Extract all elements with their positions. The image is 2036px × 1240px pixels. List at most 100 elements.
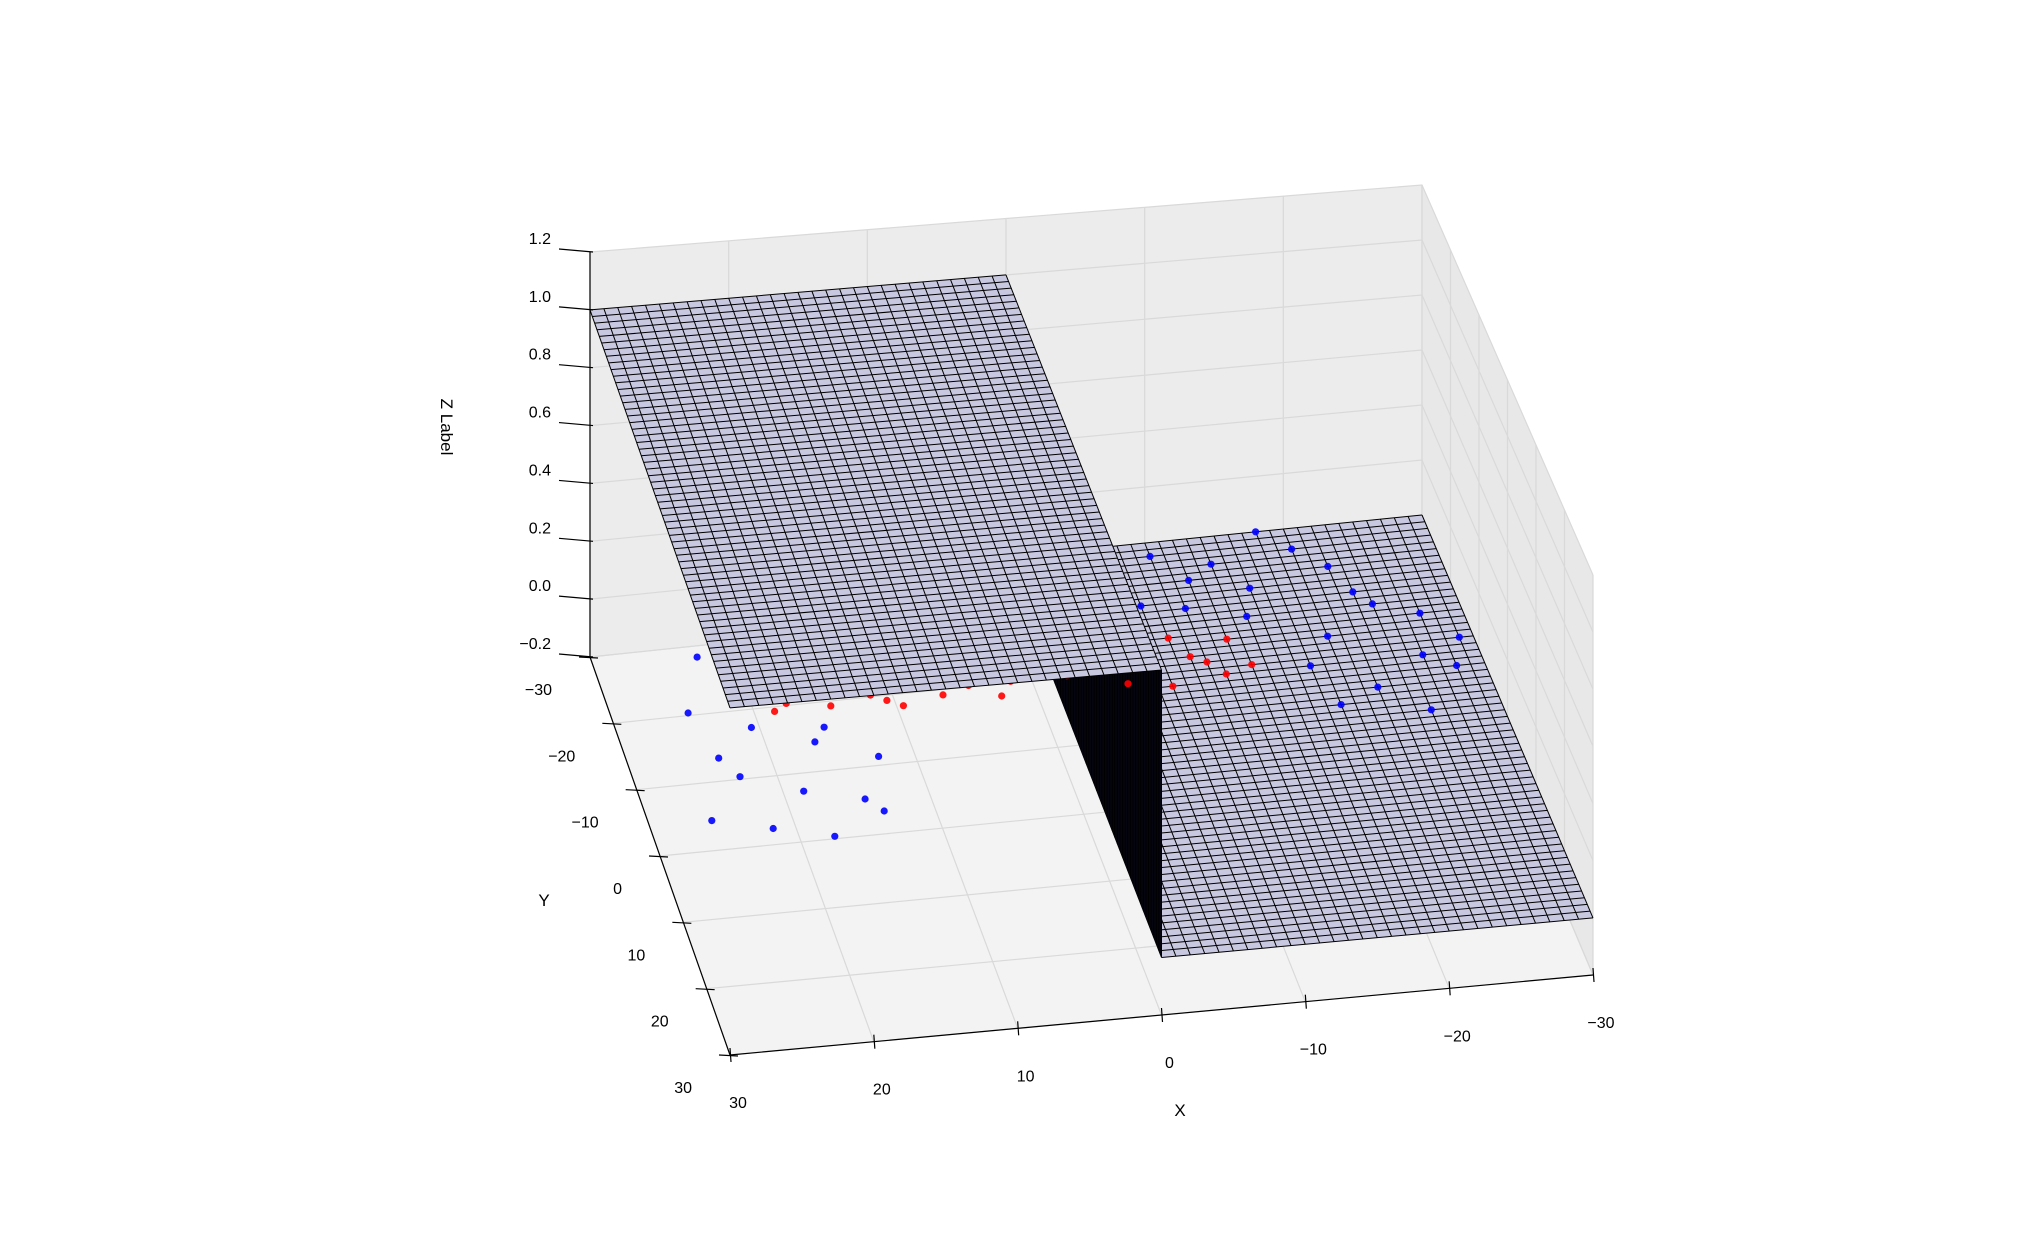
surface-high-patch-mesh-line <box>694 570 1123 609</box>
surface-high-patch-mesh-line <box>624 373 1045 410</box>
surface-high-patch-mesh-line <box>729 669 1162 709</box>
surface-high-patch-mesh-line <box>685 544 1113 583</box>
scatter-point-series-1 <box>875 752 883 761</box>
surface-high-patch-mesh-line <box>690 557 1118 596</box>
surface-high-patch-mesh-line <box>629 386 1051 424</box>
surface-high-patch-mesh-line <box>622 366 1043 404</box>
surface-low-patch-mesh-line <box>1125 823 1554 865</box>
x-tick <box>1304 994 1307 1009</box>
x-tick <box>1017 1021 1020 1036</box>
z-tick-label: 0.2 <box>529 520 551 537</box>
surface-low-patch-mesh-line <box>1145 877 1576 918</box>
x-tick-label: −30 <box>1587 1015 1614 1032</box>
scatter-point-series-0 <box>1186 653 1194 661</box>
y-tick <box>718 1054 739 1057</box>
surface-high-patch-mesh-line <box>599 300 1017 337</box>
scatter-point-series-0 <box>1248 661 1256 669</box>
scatter-point-series-0 <box>1164 634 1172 642</box>
surface-high-patch-mesh-line <box>650 445 1074 483</box>
scatter-point-series-1 <box>1374 683 1382 691</box>
y-tick-label: 30 <box>674 1080 692 1097</box>
surface-high-patch-mesh-line <box>652 452 1077 490</box>
scatter-point-series-1 <box>1243 612 1251 621</box>
surface-high-patch-mesh-line <box>687 551 1115 589</box>
y-tick <box>578 656 599 659</box>
z-tick <box>558 421 594 427</box>
surface-high-patch-mesh-line <box>706 603 1136 642</box>
surface-high-patch-mesh-line <box>725 656 1157 696</box>
surface-low-patch-mesh-line <box>1140 863 1571 905</box>
x-tick <box>729 1047 732 1063</box>
y-axis-title: Y <box>538 891 549 910</box>
surface-high-patch-mesh-line <box>641 419 1064 457</box>
surface-high-patch-mesh-line <box>727 662 1159 702</box>
surface-high-patch-mesh-line <box>636 406 1058 443</box>
surface-high-patch-mesh-line <box>634 399 1056 437</box>
grid-line-z <box>589 184 1594 576</box>
tick-marks <box>558 248 1595 1063</box>
surface-high-patch-mesh-line <box>708 610 1139 649</box>
x-axis-title: X <box>1174 1101 1185 1120</box>
surface-high-patch-mesh-line <box>615 346 1035 384</box>
surface-high-patch-mesh-line <box>711 616 1141 656</box>
z-tick <box>558 537 594 542</box>
scatter-point-series-0 <box>998 692 1006 700</box>
z-tick <box>558 364 594 369</box>
scatter-point-series-1 <box>708 817 716 825</box>
surface-high-patch-mesh-line <box>594 287 1012 324</box>
surface-low-patch-mesh-line <box>1130 836 1559 878</box>
surface-low-patch-mesh-line <box>1161 917 1594 958</box>
scatter-point-series-0 <box>1222 670 1230 678</box>
scatter-point-series-1 <box>1368 600 1376 608</box>
y-tick-label: −30 <box>525 682 552 699</box>
surface-high-patch-mesh-line <box>671 504 1097 543</box>
surface-low-patch-mesh-line <box>1143 870 1574 912</box>
surface-high-patch-mesh-line <box>610 333 1030 371</box>
scatter-point-series-1 <box>880 807 888 815</box>
surface-high-patch-mesh-line <box>678 524 1105 563</box>
scatter-point-series-0 <box>771 707 779 716</box>
surface-high-patch-mesh-line <box>713 623 1144 662</box>
scatter-point-series-1 <box>1288 545 1296 553</box>
surface-low-patch-mesh-line <box>1099 756 1525 798</box>
scatter-point-series-1 <box>1324 632 1332 640</box>
surface-low-patch-mesh-line <box>1135 850 1565 892</box>
surface-high-patch-mesh-line <box>627 379 1048 417</box>
surface-high-patch-mesh-line <box>680 531 1108 570</box>
scatter-point-series-1 <box>769 824 777 833</box>
y-tick-label: 0 <box>613 881 622 898</box>
surface-high-patch-mesh-line <box>715 630 1147 669</box>
scatter-point-series-1 <box>1427 706 1435 714</box>
x-tick-label: −20 <box>1444 1028 1471 1045</box>
surface-low-patch-mesh-line <box>1119 809 1548 852</box>
scatter-point-series-1 <box>1455 633 1463 641</box>
z-tick <box>558 653 594 658</box>
z-tick-labels: 1.2 1.0 0.8 0.6 0.4 0.2 0.0 −0.2 <box>519 231 551 653</box>
y-tick <box>648 855 669 858</box>
y-tick <box>625 789 645 792</box>
y-tick-labels: −30 −20 −10 0 10 20 30 <box>525 682 692 1097</box>
scatter-point-series-1 <box>1185 576 1193 585</box>
surface-high-patch-mesh-line <box>701 590 1131 629</box>
surface-high-patch-mesh-line <box>643 425 1066 463</box>
z-tick-label: 0.4 <box>529 462 551 479</box>
surface-low-patch-mesh-line <box>1114 796 1542 838</box>
z-tick <box>558 595 594 600</box>
surface-high-patch-mesh-line <box>601 307 1020 344</box>
y-tick-label: 20 <box>651 1014 669 1031</box>
surface-high-patch-mesh-line <box>606 320 1025 357</box>
scatter-point-series-1 <box>693 653 701 661</box>
z-tick <box>558 306 594 311</box>
z-tick-label: −0.2 <box>519 636 551 653</box>
z-tick-label: 1.2 <box>529 231 551 248</box>
surface-high-patch-mesh-line <box>613 340 1032 377</box>
scatter-point-series-0 <box>1223 635 1231 643</box>
surface-high-patch-mesh-line <box>664 485 1089 523</box>
scatter-point-series-1 <box>715 754 723 762</box>
scatter-point-series-1 <box>820 723 828 731</box>
surface-low-patch-mesh-line <box>1132 843 1562 885</box>
z-tick-label: 0.0 <box>529 578 551 595</box>
scatter-point-series-0 <box>1169 682 1177 690</box>
scatter-point-series-1 <box>1419 651 1427 659</box>
